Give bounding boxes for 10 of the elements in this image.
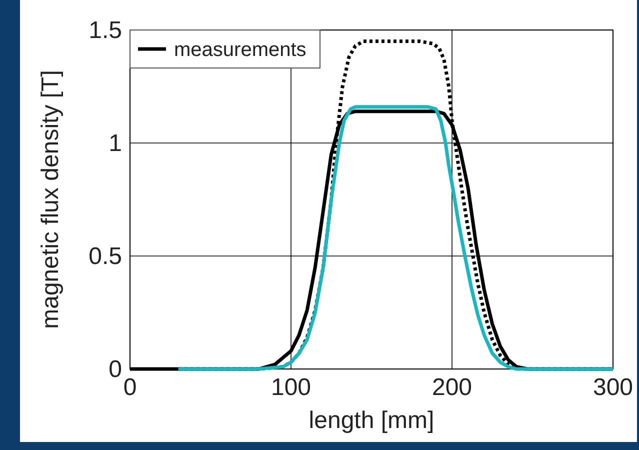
x-tick-label: 300 — [592, 374, 634, 401]
y-tick-label: 1 — [108, 130, 122, 157]
y-tick-label: 1.5 — [88, 17, 122, 44]
x-axis-title: length [mm] — [308, 407, 434, 434]
y-axis-title: magnetic flux density [T] — [37, 70, 64, 329]
legend-label: measurements — [174, 39, 306, 61]
y-tick-label: 0.5 — [88, 243, 122, 270]
x-tick-label: 200 — [432, 374, 472, 401]
y-tick-label: 0 — [108, 356, 122, 383]
x-tick-label: 100 — [270, 374, 312, 401]
